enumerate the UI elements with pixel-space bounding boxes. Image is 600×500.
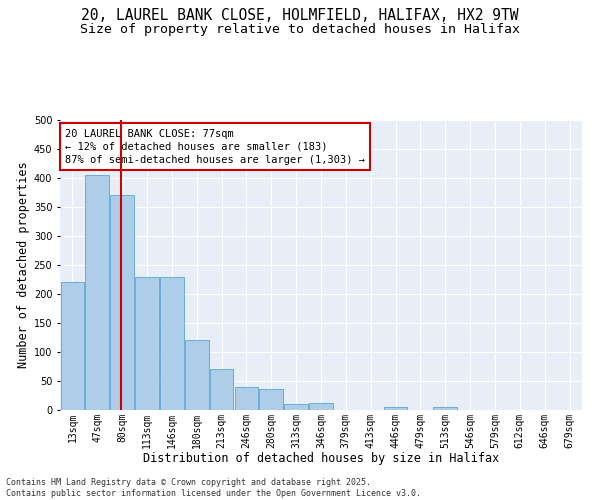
Bar <box>135 276 159 410</box>
X-axis label: Distribution of detached houses by size in Halifax: Distribution of detached houses by size … <box>143 452 499 465</box>
Bar <box>284 404 308 410</box>
Text: Size of property relative to detached houses in Halifax: Size of property relative to detached ho… <box>80 22 520 36</box>
Bar <box>61 282 84 410</box>
Bar <box>85 175 109 410</box>
Bar <box>185 340 209 410</box>
Bar <box>309 403 333 410</box>
Bar <box>433 407 457 410</box>
Bar <box>384 407 407 410</box>
Bar <box>110 196 134 410</box>
Text: 20 LAUREL BANK CLOSE: 77sqm
← 12% of detached houses are smaller (183)
87% of se: 20 LAUREL BANK CLOSE: 77sqm ← 12% of det… <box>65 128 365 165</box>
Bar <box>160 276 184 410</box>
Text: 20, LAUREL BANK CLOSE, HOLMFIELD, HALIFAX, HX2 9TW: 20, LAUREL BANK CLOSE, HOLMFIELD, HALIFA… <box>81 8 519 22</box>
Y-axis label: Number of detached properties: Number of detached properties <box>17 162 29 368</box>
Bar <box>259 388 283 410</box>
Bar <box>235 387 258 410</box>
Text: Contains HM Land Registry data © Crown copyright and database right 2025.
Contai: Contains HM Land Registry data © Crown c… <box>6 478 421 498</box>
Bar <box>210 370 233 410</box>
